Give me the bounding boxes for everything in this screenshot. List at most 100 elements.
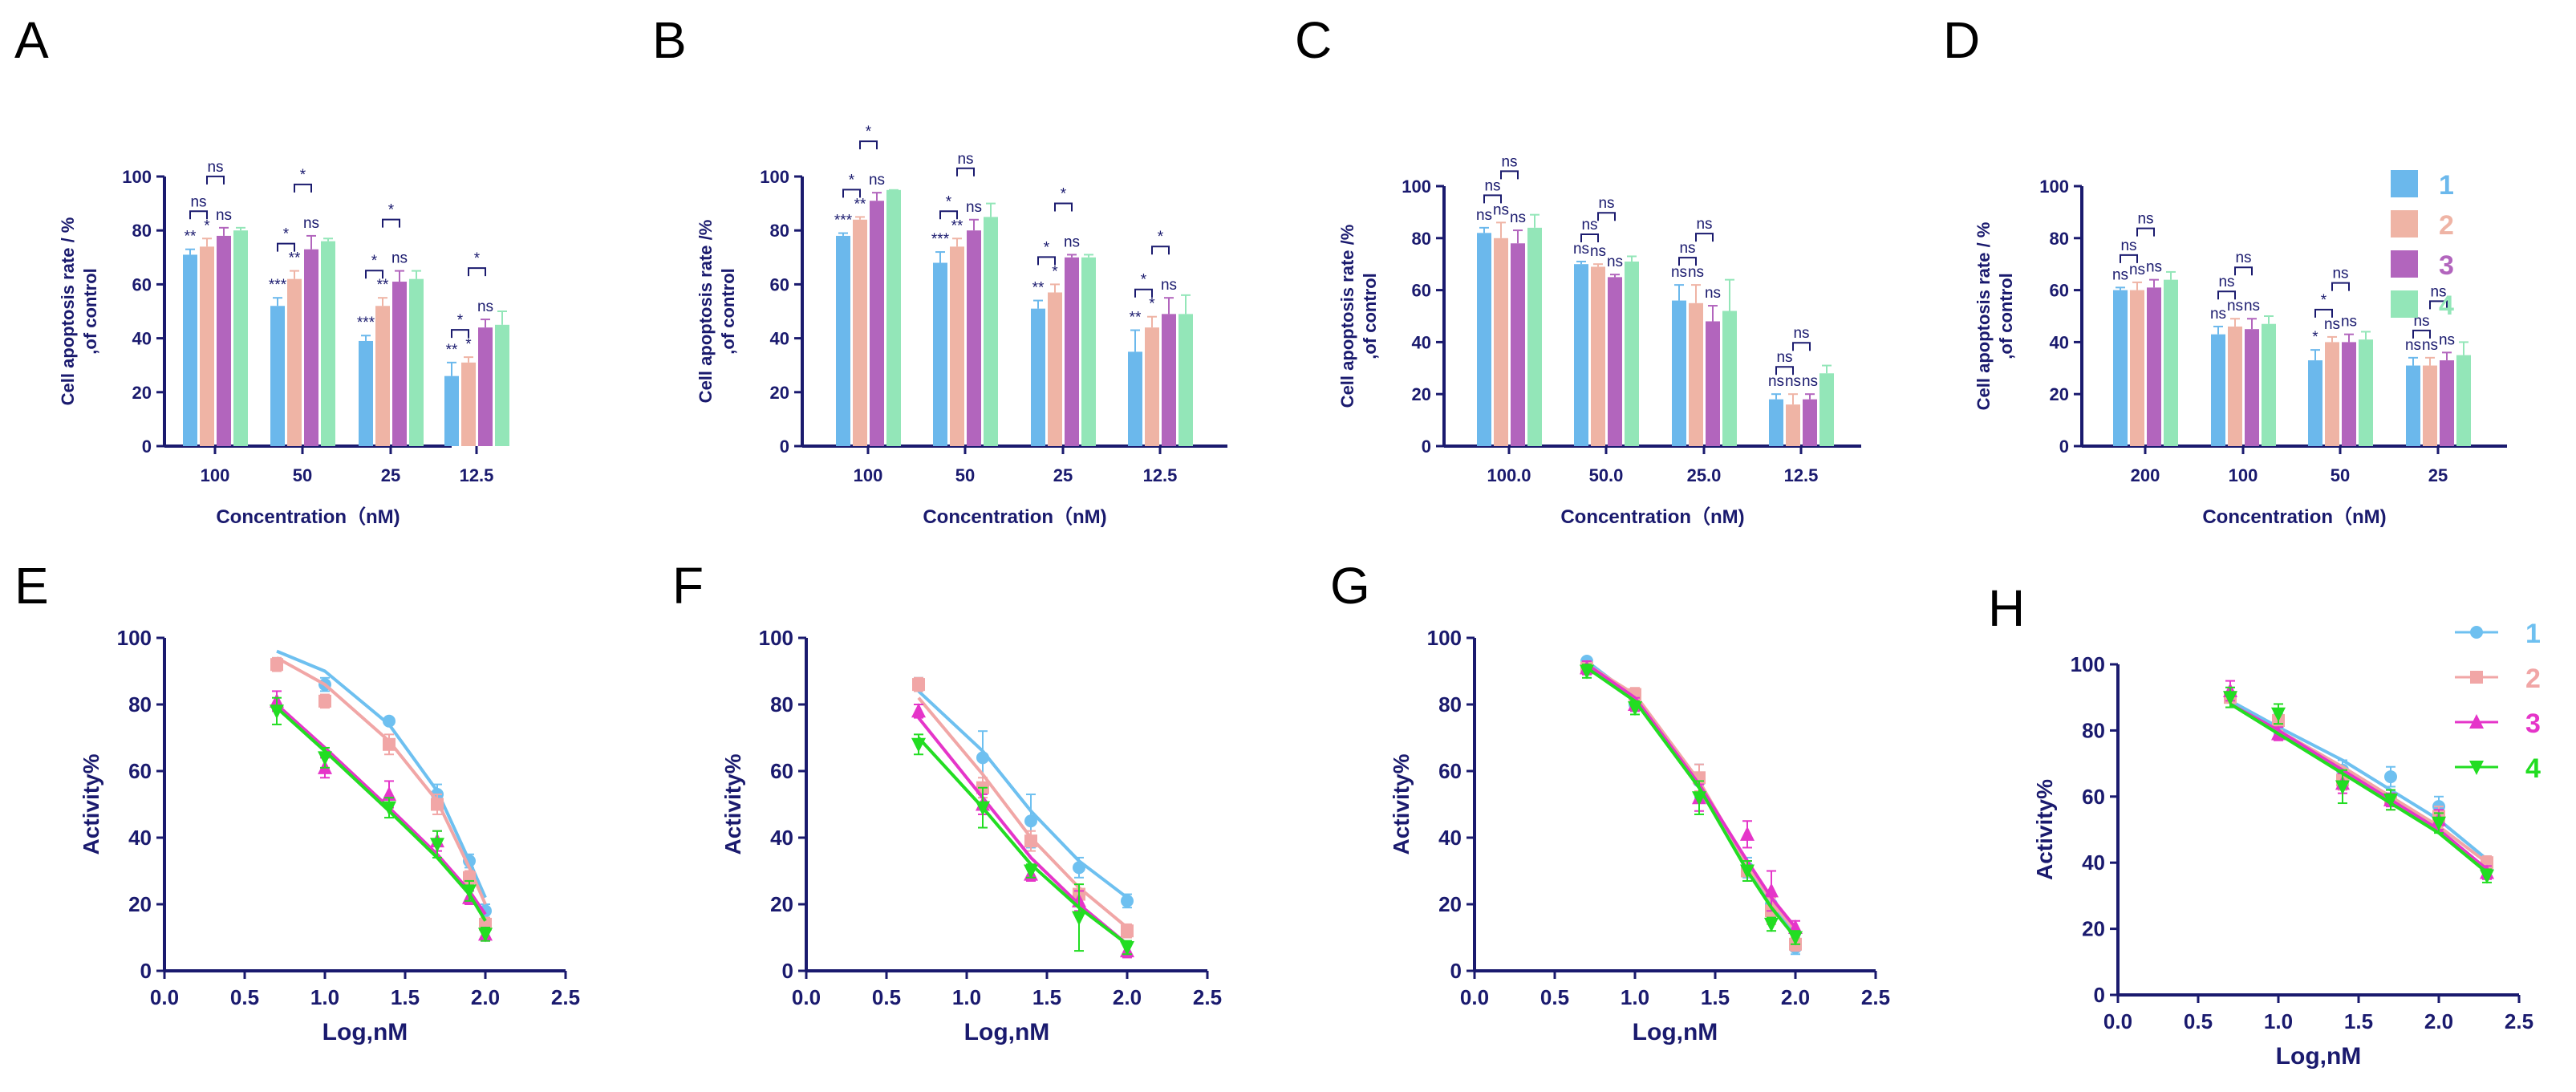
significance-label: ns	[1510, 209, 1526, 226]
comparison-bracket	[382, 218, 400, 228]
bar-series-4	[2456, 355, 2471, 446]
bracket-label: *	[388, 202, 395, 219]
y-tick-label: 20	[1412, 384, 1431, 404]
y-tick-label: 40	[2082, 850, 2105, 875]
comparison-bracket	[2331, 282, 2350, 291]
bar-series-2	[375, 306, 390, 446]
significance-label: ns	[2244, 298, 2260, 315]
data-point-series-2	[1121, 924, 1134, 938]
bracket-label: ns	[1501, 153, 1517, 170]
bar-series-2	[1048, 292, 1062, 446]
x-tick-label: 2.0	[2424, 1009, 2453, 1033]
y-tick-label: 80	[770, 221, 789, 241]
bracket-label: ns	[2235, 250, 2251, 266]
comparison-bracket	[206, 175, 225, 185]
significance-label: **	[1130, 310, 1142, 327]
x-axis-title: Log,nM	[2276, 1043, 2362, 1070]
y-tick-label: 20	[128, 892, 152, 916]
fit-curve-series-3	[917, 716, 1129, 946]
data-point-series-1	[1073, 861, 1085, 875]
bracket-label: *	[866, 124, 872, 140]
comparison-bracket	[1151, 246, 1170, 255]
bar-series-4	[2164, 279, 2178, 446]
bar-series-3	[870, 201, 884, 447]
data-point-series-3	[1740, 826, 1755, 841]
y-tick-label: 20	[2050, 384, 2069, 404]
bar-series-3	[967, 230, 981, 446]
y-tick-label: 40	[770, 826, 793, 850]
bar-series-2	[2423, 365, 2437, 446]
x-tick-label: 0.5	[1540, 985, 1569, 1009]
y-tick-label: 60	[2050, 281, 2069, 301]
data-point-series-4	[1072, 911, 1086, 926]
fit-curve-series-3	[275, 703, 487, 915]
x-tick-label: 2.5	[2505, 1009, 2533, 1033]
significance-label: ns	[2112, 266, 2128, 283]
x-axis-title: Concentration（nM)	[923, 506, 1106, 528]
bar-series-2	[2130, 290, 2144, 446]
x-tick-label: 0.0	[2103, 1009, 2132, 1033]
bar-series-4	[1527, 227, 1542, 446]
significance-label: *	[204, 217, 210, 234]
x-tick-label: 2.5	[1861, 985, 1890, 1009]
bar-series-3	[478, 327, 493, 446]
y-tick-label: 0	[1422, 436, 1431, 457]
x-tick-label: 100	[2229, 465, 2258, 485]
y-axis-title: Cell apoptosis rate /% ,of control	[1337, 225, 1380, 408]
legend-label: 4	[2439, 290, 2454, 321]
bar-series-4	[2262, 323, 2276, 446]
comparison-bracket	[294, 183, 312, 193]
significance-label: ns	[1161, 277, 1177, 294]
comparison-bracket	[1580, 233, 1599, 242]
bar-series-4	[321, 241, 335, 446]
significance-label: **	[1032, 280, 1045, 297]
legend-marker-3	[2469, 714, 2484, 729]
comparison-bracket	[2314, 308, 2333, 318]
data-point-series-1	[383, 714, 396, 728]
y-tick-label: 40	[770, 329, 789, 349]
y-axis-title: Cell apoptosis rate / % ,of control	[1974, 222, 2016, 411]
panel-label: A	[14, 11, 49, 69]
comparison-bracket	[1678, 257, 1697, 266]
fit-curve-series-4	[2229, 702, 2489, 875]
x-tick-label: 50	[955, 465, 975, 485]
comparison-bracket	[468, 267, 486, 277]
y-tick-label: 0	[142, 436, 152, 457]
data-point-series-4	[2383, 793, 2398, 808]
significance-label: ***	[834, 213, 853, 229]
significance-label: **	[377, 277, 389, 294]
bar-series-1	[2308, 360, 2322, 446]
bar-series-4	[495, 324, 509, 446]
panel-b: B 0 20 40 60 80 100 Cell apoptosis rate /% ,of c…	[652, 11, 1227, 528]
x-axis-title: Concentration（nM)	[1560, 506, 1744, 528]
panel-a: A 0 20 40 60 80 100 Cell apoptosis rate / % ,of …	[14, 11, 509, 528]
panel-label: H	[1988, 579, 2025, 637]
x-tick-label: 25.0	[1687, 465, 1722, 485]
significance-label: **	[854, 196, 866, 213]
y-tick-label: 0	[2059, 436, 2069, 457]
data-point-series-1	[1121, 894, 1134, 907]
data-point-series-4	[478, 928, 493, 943]
panel-label: G	[1330, 557, 1370, 615]
bar-series-1	[2211, 334, 2225, 446]
legend-label: 2	[2525, 664, 2541, 694]
significance-label: *	[465, 336, 472, 353]
significance-label: ***	[269, 277, 287, 294]
legend-swatch-3	[2391, 250, 2418, 278]
x-axis-title: Concentration（nM)	[2202, 506, 2386, 528]
bracket-label: *	[1061, 185, 1067, 202]
comparison-bracket	[1597, 212, 1616, 221]
significance-label: ns	[1493, 201, 1509, 218]
x-tick-label: 1.0	[1621, 985, 1649, 1009]
data-point-series-4	[2432, 816, 2446, 831]
data-point-series-4	[1628, 701, 1642, 716]
data-point-series-1	[976, 751, 989, 765]
comparison-bracket	[939, 210, 958, 220]
data-point-series-4	[1120, 940, 1134, 956]
y-axis-title-line: Cell apoptosis rate / %	[1974, 222, 1994, 411]
data-point-series-4	[1764, 917, 1779, 932]
y-axis-title-line: ,of control	[1360, 273, 1380, 359]
data-point-series-4	[1024, 864, 1038, 879]
legend-label: 2	[2439, 210, 2454, 241]
